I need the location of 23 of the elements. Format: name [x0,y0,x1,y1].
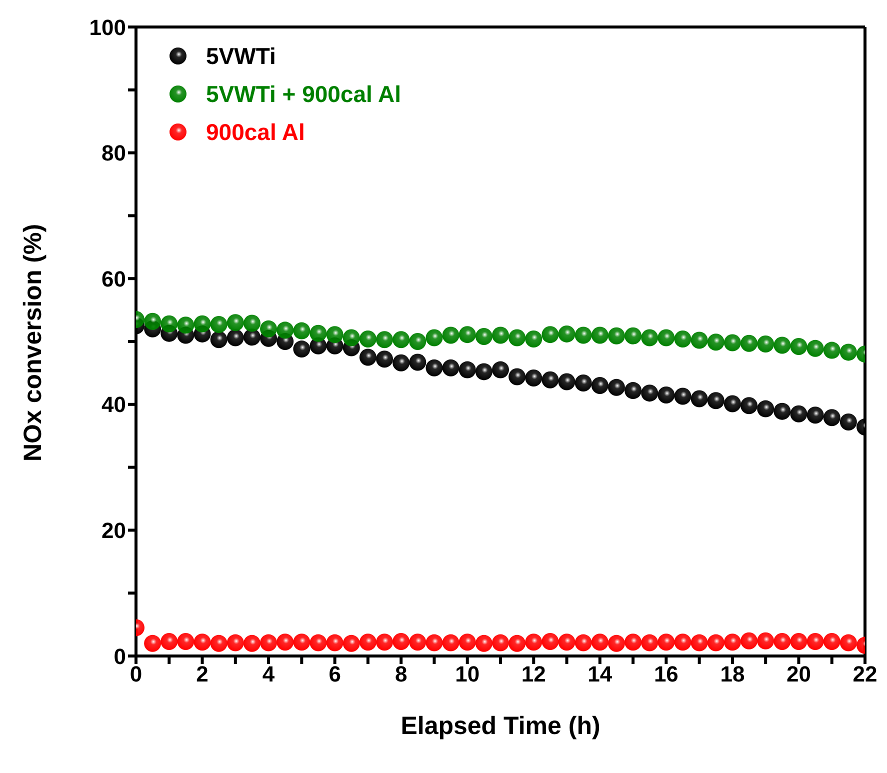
y-tick-label: 60 [102,266,126,292]
x-tick-label: 6 [328,662,341,687]
x-tick-label: 8 [394,662,408,687]
legend-label: 900cal Al [206,119,305,145]
x-tick-label: 10 [455,662,480,687]
y-tick-label: 40 [102,392,126,418]
x-tick-label: 2 [196,662,208,687]
x-tick-label: 22 [852,662,878,687]
y-tick-label: 20 [102,518,126,544]
y-axis-title: NOx conversion (%) [18,224,47,462]
y-tick-label: 80 [102,140,126,166]
y-tick-label: 100 [89,14,126,40]
x-tick-label: 20 [786,662,811,687]
x-tick-label: 0 [130,662,142,687]
x-tick-label: 4 [262,662,276,687]
legend-label: 5VWTi [206,43,276,69]
legend-label: 5VWTi + 900cal Al [206,81,401,107]
x-tick-label: 18 [720,662,745,687]
x-tick-label: 14 [588,662,613,687]
x-tick-label: 16 [654,662,678,687]
x-tick-label: 12 [521,662,546,687]
x-axis-title: Elapsed Time (h) [400,712,600,740]
y-tick-label: 0 [114,644,126,669]
